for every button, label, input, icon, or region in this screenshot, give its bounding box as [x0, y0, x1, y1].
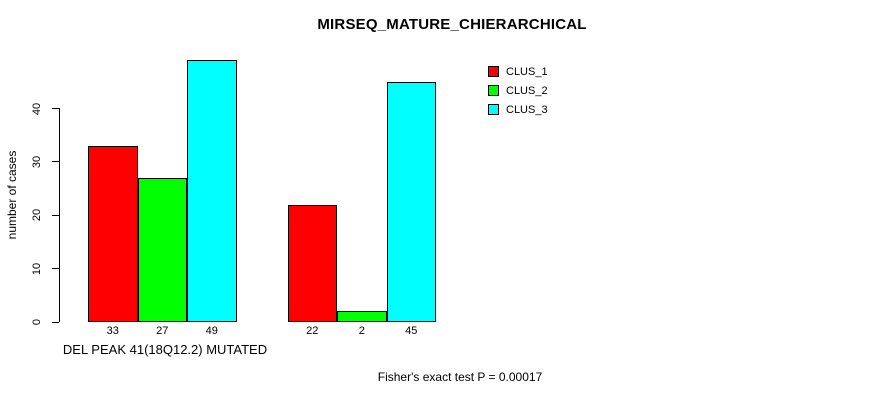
- legend-label: CLUS_3: [506, 103, 548, 116]
- legend-swatch-clus_2: [488, 85, 499, 96]
- legend-item-clus_3: CLUS_3: [488, 100, 548, 119]
- bar-clus_1-group2: [287, 204, 337, 322]
- y-tick-mark: [52, 321, 59, 323]
- bar-value-label: 49: [205, 325, 218, 337]
- y-axis-line: [59, 108, 60, 322]
- legend-item-clus_2: CLUS_2: [488, 81, 548, 100]
- bar-value-label: 45: [405, 325, 418, 337]
- bar-clus_3-group2: [386, 81, 436, 322]
- legend-swatch-clus_3: [488, 104, 499, 115]
- bar-clus_1-group1: [88, 145, 138, 322]
- bar-value-label: 2: [358, 325, 365, 337]
- y-tick-mark: [52, 108, 59, 109]
- footer-text: Fisher's exact test P = 0.00017: [377, 370, 543, 384]
- y-tick-label: 40: [31, 102, 43, 115]
- bar-value-label: 27: [156, 325, 169, 337]
- legend-item-clus_1: CLUS_1: [488, 62, 548, 81]
- bar-value-label: 33: [106, 325, 119, 337]
- legend-label: CLUS_1: [506, 65, 548, 78]
- bar-clus_2-group2: [337, 311, 387, 322]
- chart-title: MIRSEQ_MATURE_CHIERARCHICAL: [317, 16, 587, 33]
- bar-clus_3-group1: [187, 60, 237, 322]
- legend-label: CLUS_2: [506, 84, 548, 97]
- bar-clus_2-group1: [137, 177, 187, 322]
- x-axis-label: DEL PEAK 41(18Q12.2) MUTATED: [62, 342, 268, 357]
- y-tick-label: 10: [31, 262, 43, 275]
- y-tick-mark: [52, 161, 59, 163]
- y-tick-label: 30: [31, 155, 43, 168]
- y-tick-label: 20: [31, 209, 43, 222]
- legend-swatch-clus_1: [488, 66, 499, 77]
- y-axis-label: number of cases: [5, 150, 19, 240]
- bar-value-label: 22: [306, 325, 319, 337]
- y-tick-label: 0: [31, 318, 43, 326]
- y-tick-mark: [52, 268, 59, 270]
- y-tick-mark: [52, 214, 59, 216]
